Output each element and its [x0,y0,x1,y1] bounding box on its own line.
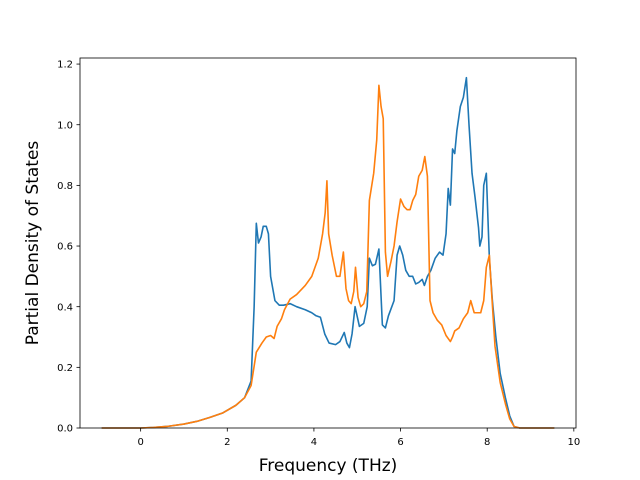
plot-area [80,58,576,428]
x-axis-label: Frequency (THz) [259,456,398,476]
series-line-1 [101,76,555,429]
x-axis-ticks: 0 2 4 6 8 10 [137,428,580,448]
y-tick-label: 0.2 [57,363,73,374]
y-axis-ticks: 0.0 0.2 0.4 0.6 0.8 1.0 1.2 [57,60,80,435]
y-tick-label: 0.6 [57,242,73,253]
x-tick-label: 8 [484,437,490,448]
x-tick-label: 2 [224,437,230,448]
y-tick-label: 1.0 [57,120,73,131]
x-tick-label: 6 [397,437,403,448]
x-tick-label: 0 [137,437,143,448]
y-axis-label: Partial Density of States [23,141,43,346]
y-tick-label: 1.2 [57,60,73,71]
axes-frame [79,57,577,429]
x-tick-label: 4 [311,437,317,448]
series-layer [101,76,555,429]
y-tick-label: 0.8 [57,181,73,192]
y-tick-label: 0.4 [57,302,73,313]
series-line-2 [101,84,555,429]
y-tick-label: 0.0 [57,424,73,435]
x-tick-label: 10 [567,437,580,448]
